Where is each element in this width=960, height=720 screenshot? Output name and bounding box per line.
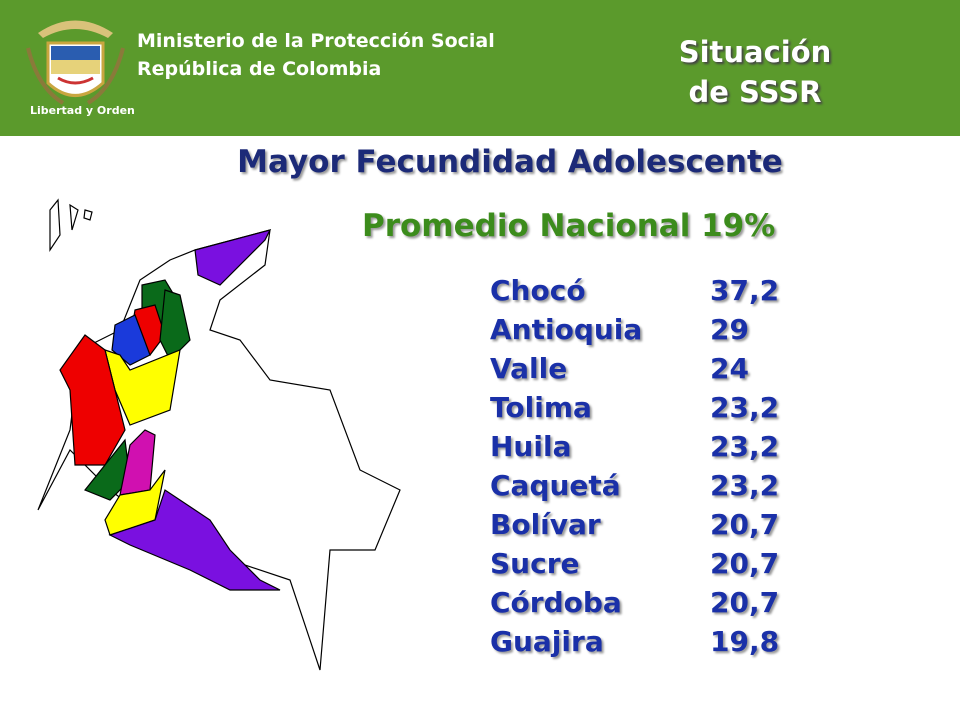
- section-line: Situación: [678, 35, 832, 69]
- row: Bolívar 20,7: [490, 508, 810, 547]
- ranking-list: Chocó 37,2 Antioquia 29 Valle 24 Tolima 23,2 Hui…: [490, 274, 810, 664]
- department: Chocó: [490, 274, 586, 307]
- emblem: [26, 20, 125, 105]
- rate: 23,2: [710, 469, 780, 502]
- department: Huila: [490, 430, 572, 463]
- rate: 37,2: [710, 274, 780, 307]
- department: Valle: [490, 352, 568, 385]
- rate: 19,8: [710, 625, 780, 658]
- row: Guajira 19,8: [490, 625, 810, 664]
- section-line: de SSSR: [688, 75, 822, 109]
- subtitle: Promedio Nacional 19%: [362, 208, 776, 244]
- title: Mayor Fecundidad Adolescente: [237, 144, 783, 180]
- row: Huila 23,2: [490, 430, 810, 469]
- row: Córdoba 20,7: [490, 586, 810, 625]
- map: [37, 198, 401, 671]
- row: Caquetá 23,2: [490, 469, 810, 508]
- department: Caquetá: [490, 469, 621, 502]
- department: Antioquia: [490, 313, 643, 346]
- rate: 23,2: [710, 430, 780, 463]
- rate: 23,2: [710, 391, 780, 424]
- header-band: [0, 0, 960, 136]
- department: Sucre: [490, 547, 580, 580]
- row: Sucre 20,7: [490, 547, 810, 586]
- row: Tolima 23,2: [490, 391, 810, 430]
- rate: 20,7: [710, 508, 780, 541]
- row: Chocó 37,2: [490, 274, 810, 313]
- country: República de Colombia: [137, 58, 382, 80]
- department: Tolima: [490, 391, 592, 424]
- rate: 24: [710, 352, 749, 385]
- rate: 20,7: [710, 586, 780, 619]
- ministry: Ministerio de la Protección Social: [137, 30, 495, 52]
- row: Antioquia 29: [490, 313, 810, 352]
- department: Córdoba: [490, 586, 622, 619]
- motto: Libertad y Orden: [30, 104, 135, 117]
- row: Valle 24: [490, 352, 810, 391]
- rate: 20,7: [710, 547, 780, 580]
- rate: 29: [710, 313, 749, 346]
- department: Guajira: [490, 625, 604, 658]
- department: Bolívar: [490, 508, 601, 541]
